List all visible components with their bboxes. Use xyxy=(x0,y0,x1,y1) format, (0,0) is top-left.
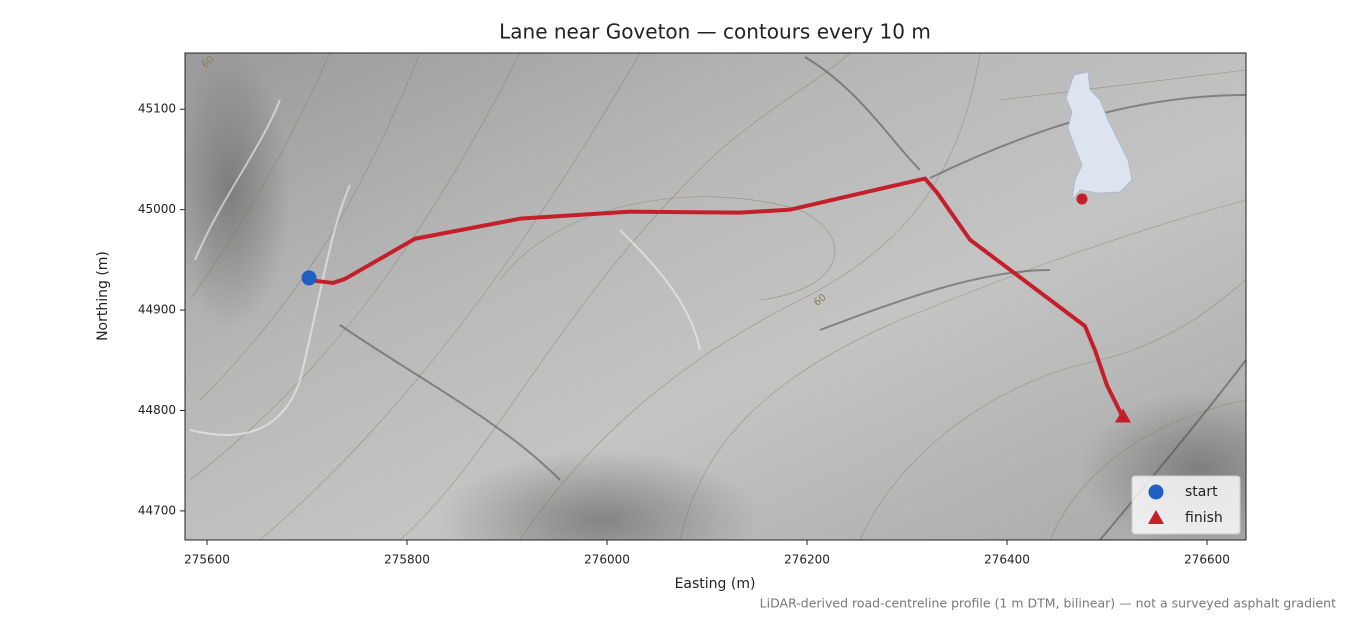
legend-label: finish xyxy=(1185,510,1223,526)
plot-frame xyxy=(184,52,1247,541)
chart-title: Lane near Goveton — contours every 10 m xyxy=(499,20,931,44)
footnote: LiDAR-derived road-centreline profile (1… xyxy=(760,596,1336,611)
hillshade xyxy=(185,53,1246,540)
legend-swatch xyxy=(1148,510,1164,524)
x-tick-label: 276400 xyxy=(984,553,1030,567)
finish-marker xyxy=(1115,408,1131,423)
inset-map xyxy=(1065,71,1133,202)
y-tick-label: 44700 xyxy=(138,503,176,517)
y-tick-label: 44900 xyxy=(138,303,176,317)
route-line xyxy=(314,176,1125,420)
start-marker xyxy=(301,270,317,286)
x-axis-label: Easting (m) xyxy=(675,576,756,592)
inset-location xyxy=(1076,193,1088,205)
plot: 275600 275800 276000 276200 276400 276600 4470… xyxy=(138,54,1241,567)
x-tick-label: 276000 xyxy=(584,553,630,567)
y-tick-label: 45100 xyxy=(138,102,176,116)
y-tick-label: 45000 xyxy=(138,202,176,216)
x-tick-label: 275600 xyxy=(184,553,230,567)
legend: start finish xyxy=(1131,475,1241,535)
x-tick-label: 275800 xyxy=(384,553,430,567)
y-tick-label: 44800 xyxy=(138,403,176,417)
legend-swatch xyxy=(1148,484,1164,500)
y-axis-label: Northing (m) xyxy=(95,251,111,341)
x-tick-label: 276600 xyxy=(1184,553,1230,567)
legend-label: start xyxy=(1185,484,1218,500)
x-tick-label: 276200 xyxy=(784,553,830,567)
